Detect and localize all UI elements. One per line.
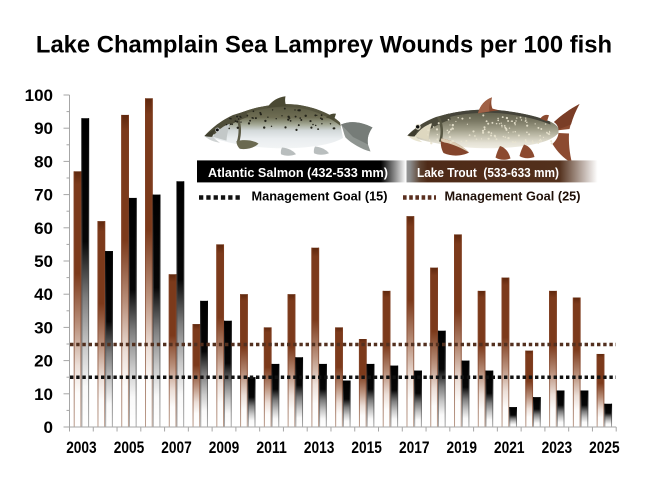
svg-text:2013: 2013 — [304, 438, 335, 457]
svg-text:70: 70 — [34, 186, 53, 205]
svg-text:2007: 2007 — [161, 438, 192, 457]
svg-text:2005: 2005 — [114, 438, 145, 457]
svg-text:100: 100 — [25, 86, 53, 105]
svg-text:60: 60 — [34, 219, 53, 238]
svg-text:30: 30 — [34, 318, 53, 337]
svg-text:2011: 2011 — [256, 438, 287, 457]
svg-text:10: 10 — [34, 385, 53, 404]
svg-text:90: 90 — [34, 119, 53, 138]
svg-text:2019: 2019 — [447, 438, 478, 457]
svg-text:2021: 2021 — [494, 438, 525, 457]
svg-text:2017: 2017 — [399, 438, 430, 457]
svg-text:Lake Champlain Sea Lamprey Wou: Lake Champlain Sea Lamprey Wounds per 10… — [36, 32, 612, 59]
svg-text:80: 80 — [34, 152, 53, 171]
svg-text:40: 40 — [34, 285, 53, 304]
svg-text:20: 20 — [34, 352, 53, 371]
svg-text:2003: 2003 — [66, 438, 97, 457]
svg-text:Management Goal (15): Management Goal (15) — [252, 189, 388, 204]
svg-text:2009: 2009 — [209, 438, 240, 457]
svg-text:Atlantic Salmon (432-533 mm): Atlantic Salmon (432-533 mm) — [208, 165, 388, 180]
svg-text:0: 0 — [44, 418, 53, 437]
svg-text:50: 50 — [34, 252, 53, 271]
svg-text:Management Goal (25): Management Goal (25) — [445, 189, 581, 204]
svg-text:2023: 2023 — [542, 438, 573, 457]
svg-text:Lake Trout (533-633 mm): Lake Trout (533-633 mm) — [417, 165, 559, 180]
svg-text:2015: 2015 — [351, 438, 382, 457]
svg-text:2025: 2025 — [589, 438, 620, 457]
